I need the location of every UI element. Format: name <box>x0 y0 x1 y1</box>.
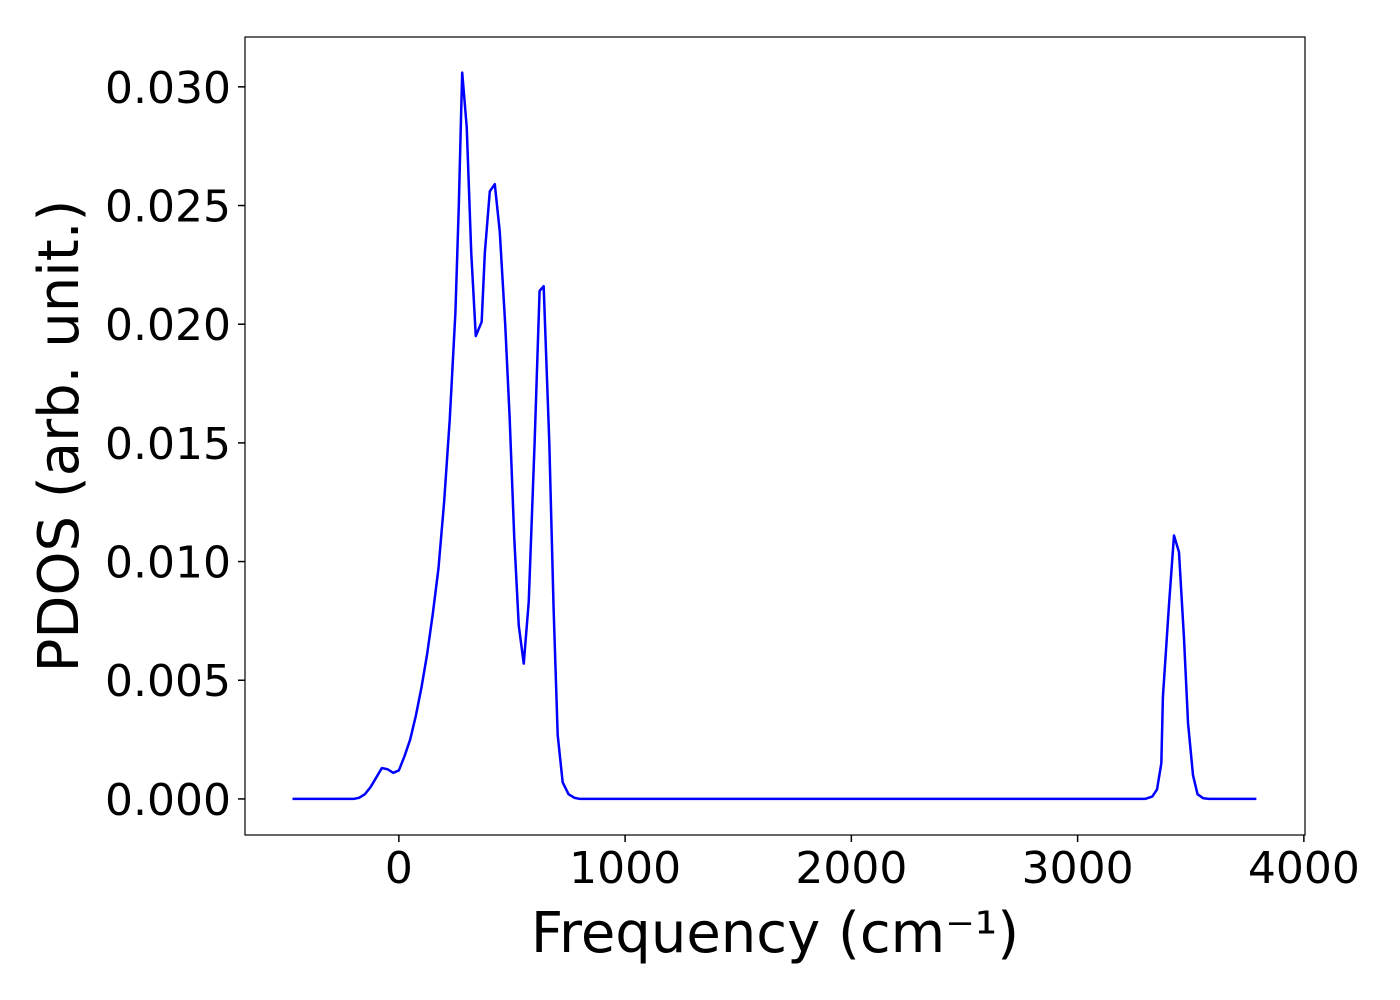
y-tick-label: 0.020 <box>105 300 231 351</box>
line-series <box>292 71 1257 801</box>
y-tick-label: 0.030 <box>105 63 231 114</box>
y-tick-label: 0.025 <box>105 182 231 233</box>
y-tick-label: 0.000 <box>105 775 231 826</box>
x-tick-label: 4000 <box>1248 843 1360 894</box>
x-tick-label: 3000 <box>1022 843 1134 894</box>
y-tick-label: 0.015 <box>105 419 231 470</box>
y-tick-label: 0.005 <box>105 656 231 707</box>
x-tick-label: 0 <box>385 843 413 894</box>
plot-frame <box>244 36 1306 836</box>
y-tick-label: 0.010 <box>105 538 231 589</box>
x-tick-label: 2000 <box>795 843 907 894</box>
x-tick-label: 1000 <box>569 843 681 894</box>
y-axis-label: PDOS (arb. unit.) <box>27 200 92 673</box>
x-axis-label: Frequency (cm⁻¹) <box>531 901 1019 966</box>
